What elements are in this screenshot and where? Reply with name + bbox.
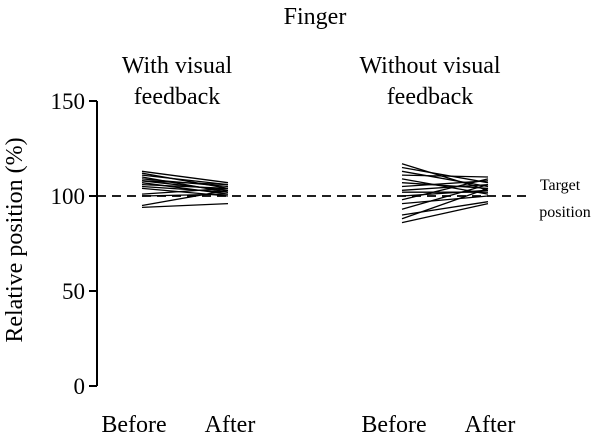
subject-line — [401, 183, 489, 191]
y-tick-label: 0 — [74, 374, 86, 399]
x-tick-label: Before — [361, 412, 426, 438]
subject-line — [141, 202, 229, 209]
subject-line — [401, 189, 489, 197]
group-label-line1: Without visual — [359, 53, 500, 79]
x-tick-label: After — [205, 412, 256, 438]
subject-line — [401, 178, 489, 201]
subject-line — [401, 174, 489, 178]
subject-line — [141, 180, 229, 186]
subject-line — [141, 170, 229, 184]
subject-line — [401, 170, 489, 188]
group-label-line1: With visual — [122, 53, 233, 79]
subject-line — [141, 183, 229, 190]
subject-line — [401, 201, 489, 216]
x-tick-label: Before — [101, 412, 166, 438]
subject-line — [401, 195, 489, 205]
subject-line — [141, 185, 229, 193]
reference-line-label-position: position — [539, 204, 591, 221]
reference-line-label-target: Target — [540, 177, 581, 194]
subject-line — [401, 202, 489, 224]
chart-title: Finger — [284, 4, 347, 30]
subject-line — [401, 166, 489, 184]
x-tick-label: After — [465, 412, 516, 438]
y-axis-label: Relative position (%) — [2, 137, 28, 342]
subject-line — [401, 187, 489, 220]
group-label-line2: feedback — [387, 84, 474, 110]
subject-line — [141, 174, 229, 186]
y-tick-label: 100 — [51, 184, 86, 209]
group-label-line2: feedback — [134, 84, 221, 110]
subject-line — [141, 187, 229, 195]
y-tick-label: 150 — [51, 89, 86, 114]
subject-line — [141, 189, 229, 207]
y-tick-label: 50 — [62, 279, 85, 304]
subject-line — [401, 182, 489, 190]
subject-line — [141, 193, 229, 197]
subject-line — [401, 183, 489, 210]
